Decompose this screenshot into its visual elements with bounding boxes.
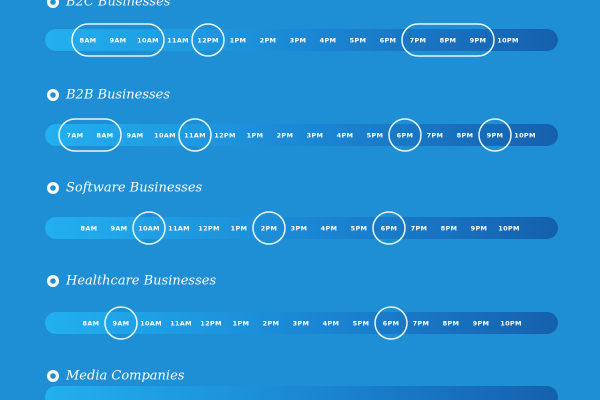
time-label: 2PM <box>260 37 277 45</box>
highlight-oval <box>132 211 166 245</box>
time-label: 8AM <box>97 132 114 140</box>
time-label: 9AM <box>110 37 127 45</box>
section-title: B2B Businesses <box>65 88 170 103</box>
time-label: 8PM <box>440 37 457 45</box>
time-label: 5PM <box>350 37 367 45</box>
highlight-oval <box>374 306 408 340</box>
time-label: 7PM <box>427 132 444 140</box>
time-label: 8AM <box>80 37 97 45</box>
highlight-oval <box>372 211 406 245</box>
time-label: 11AM <box>167 37 189 45</box>
time-label: 9PM <box>471 225 488 233</box>
time-label: 7PM <box>411 225 428 233</box>
time-label: 10AM <box>137 37 159 45</box>
time-bar <box>45 312 558 334</box>
highlight-oval <box>104 306 138 340</box>
time-label: 1PM <box>231 225 248 233</box>
time-label: 4PM <box>321 225 338 233</box>
time-label: 9AM <box>111 225 128 233</box>
time-label: 2PM <box>263 320 280 328</box>
time-label: 5PM <box>353 320 370 328</box>
time-label: 9AM <box>113 320 130 328</box>
highlight-oval <box>191 23 225 57</box>
highlight-oval <box>58 118 122 152</box>
time-label: 11AM <box>168 225 190 233</box>
time-bar <box>45 124 558 146</box>
section-icon-inner <box>50 0 56 5</box>
time-label: 4PM <box>337 132 354 140</box>
time-label: 2PM <box>261 225 278 233</box>
time-label: 12PM <box>197 37 218 45</box>
highlight-oval <box>252 211 286 245</box>
time-label: 2PM <box>277 132 294 140</box>
time-label: 6PM <box>397 132 414 140</box>
section-title: Media Companies <box>65 369 185 384</box>
time-label: 10PM <box>497 37 518 45</box>
time-label: 3PM <box>291 225 308 233</box>
time-label: 12PM <box>214 132 235 140</box>
time-label: 1PM <box>247 132 264 140</box>
time-label: 12PM <box>200 320 221 328</box>
time-label: 1PM <box>230 37 247 45</box>
time-label: 1PM <box>233 320 250 328</box>
time-label: 5PM <box>367 132 384 140</box>
section-icon-inner <box>50 92 56 98</box>
time-label: 6PM <box>380 37 397 45</box>
time-label: 6PM <box>383 320 400 328</box>
time-label: 12PM <box>198 225 219 233</box>
time-label: 3PM <box>293 320 310 328</box>
time-label: 4PM <box>323 320 340 328</box>
section-icon-inner <box>50 185 56 191</box>
time-label: 9PM <box>470 37 487 45</box>
section-icon-inner <box>50 278 56 284</box>
time-label: 7AM <box>67 132 84 140</box>
time-label: 8PM <box>457 132 474 140</box>
highlight-oval <box>478 118 512 152</box>
time-label: 11AM <box>184 132 206 140</box>
time-label: 9AM <box>127 132 144 140</box>
time-label: 8AM <box>83 320 100 328</box>
highlight-oval <box>71 23 165 57</box>
time-bar <box>45 217 558 239</box>
time-label: 3PM <box>307 132 324 140</box>
time-label: 8AM <box>81 225 98 233</box>
time-label: 9PM <box>487 132 504 140</box>
section-icon-inner <box>50 373 56 379</box>
time-label: 10PM <box>498 225 519 233</box>
time-label: 7PM <box>410 37 427 45</box>
time-label: 9PM <box>473 320 490 328</box>
time-label: 10PM <box>500 320 521 328</box>
time-label: 3PM <box>290 37 307 45</box>
section-title: Healthcare Businesses <box>65 274 216 289</box>
section-title: Software Businesses <box>66 181 203 196</box>
time-label: 4PM <box>320 37 337 45</box>
time-bar <box>45 29 558 51</box>
time-bar <box>45 386 558 400</box>
section-title: B2C Businesses <box>65 0 171 10</box>
time-label: 8PM <box>443 320 460 328</box>
time-label: 7PM <box>413 320 430 328</box>
highlight-oval <box>401 23 495 57</box>
time-label: 6PM <box>381 225 398 233</box>
highlight-oval <box>388 118 422 152</box>
time-label: 10AM <box>138 225 160 233</box>
time-label: 11AM <box>170 320 192 328</box>
time-label: 8PM <box>441 225 458 233</box>
time-label: 5PM <box>351 225 368 233</box>
time-label: 10AM <box>140 320 162 328</box>
highlight-oval <box>178 118 212 152</box>
time-label: 10AM <box>154 132 176 140</box>
time-label: 10PM <box>514 132 535 140</box>
